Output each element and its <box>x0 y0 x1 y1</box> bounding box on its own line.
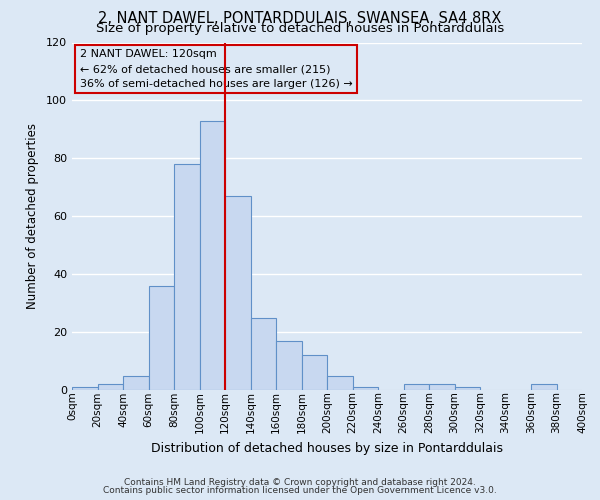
X-axis label: Distribution of detached houses by size in Pontarddulais: Distribution of detached houses by size … <box>151 442 503 454</box>
Bar <box>455 387 480 390</box>
Bar <box>123 376 149 390</box>
Bar <box>353 387 378 390</box>
Bar <box>199 120 225 390</box>
Bar <box>429 384 455 390</box>
Y-axis label: Number of detached properties: Number of detached properties <box>26 123 39 309</box>
Bar <box>174 164 199 390</box>
Text: Size of property relative to detached houses in Pontarddulais: Size of property relative to detached ho… <box>96 22 504 35</box>
Bar <box>404 384 429 390</box>
Bar <box>327 376 353 390</box>
Bar <box>276 341 302 390</box>
Text: 2 NANT DAWEL: 120sqm
← 62% of detached houses are smaller (215)
36% of semi-deta: 2 NANT DAWEL: 120sqm ← 62% of detached h… <box>80 50 352 89</box>
Bar <box>97 384 123 390</box>
Bar <box>72 387 97 390</box>
Text: Contains HM Land Registry data © Crown copyright and database right 2024.: Contains HM Land Registry data © Crown c… <box>124 478 476 487</box>
Bar <box>149 286 174 390</box>
Text: 2, NANT DAWEL, PONTARDDULAIS, SWANSEA, SA4 8RX: 2, NANT DAWEL, PONTARDDULAIS, SWANSEA, S… <box>98 11 502 26</box>
Bar <box>531 384 557 390</box>
Bar <box>302 355 327 390</box>
Bar <box>225 196 251 390</box>
Bar <box>251 318 276 390</box>
Text: Contains public sector information licensed under the Open Government Licence v3: Contains public sector information licen… <box>103 486 497 495</box>
